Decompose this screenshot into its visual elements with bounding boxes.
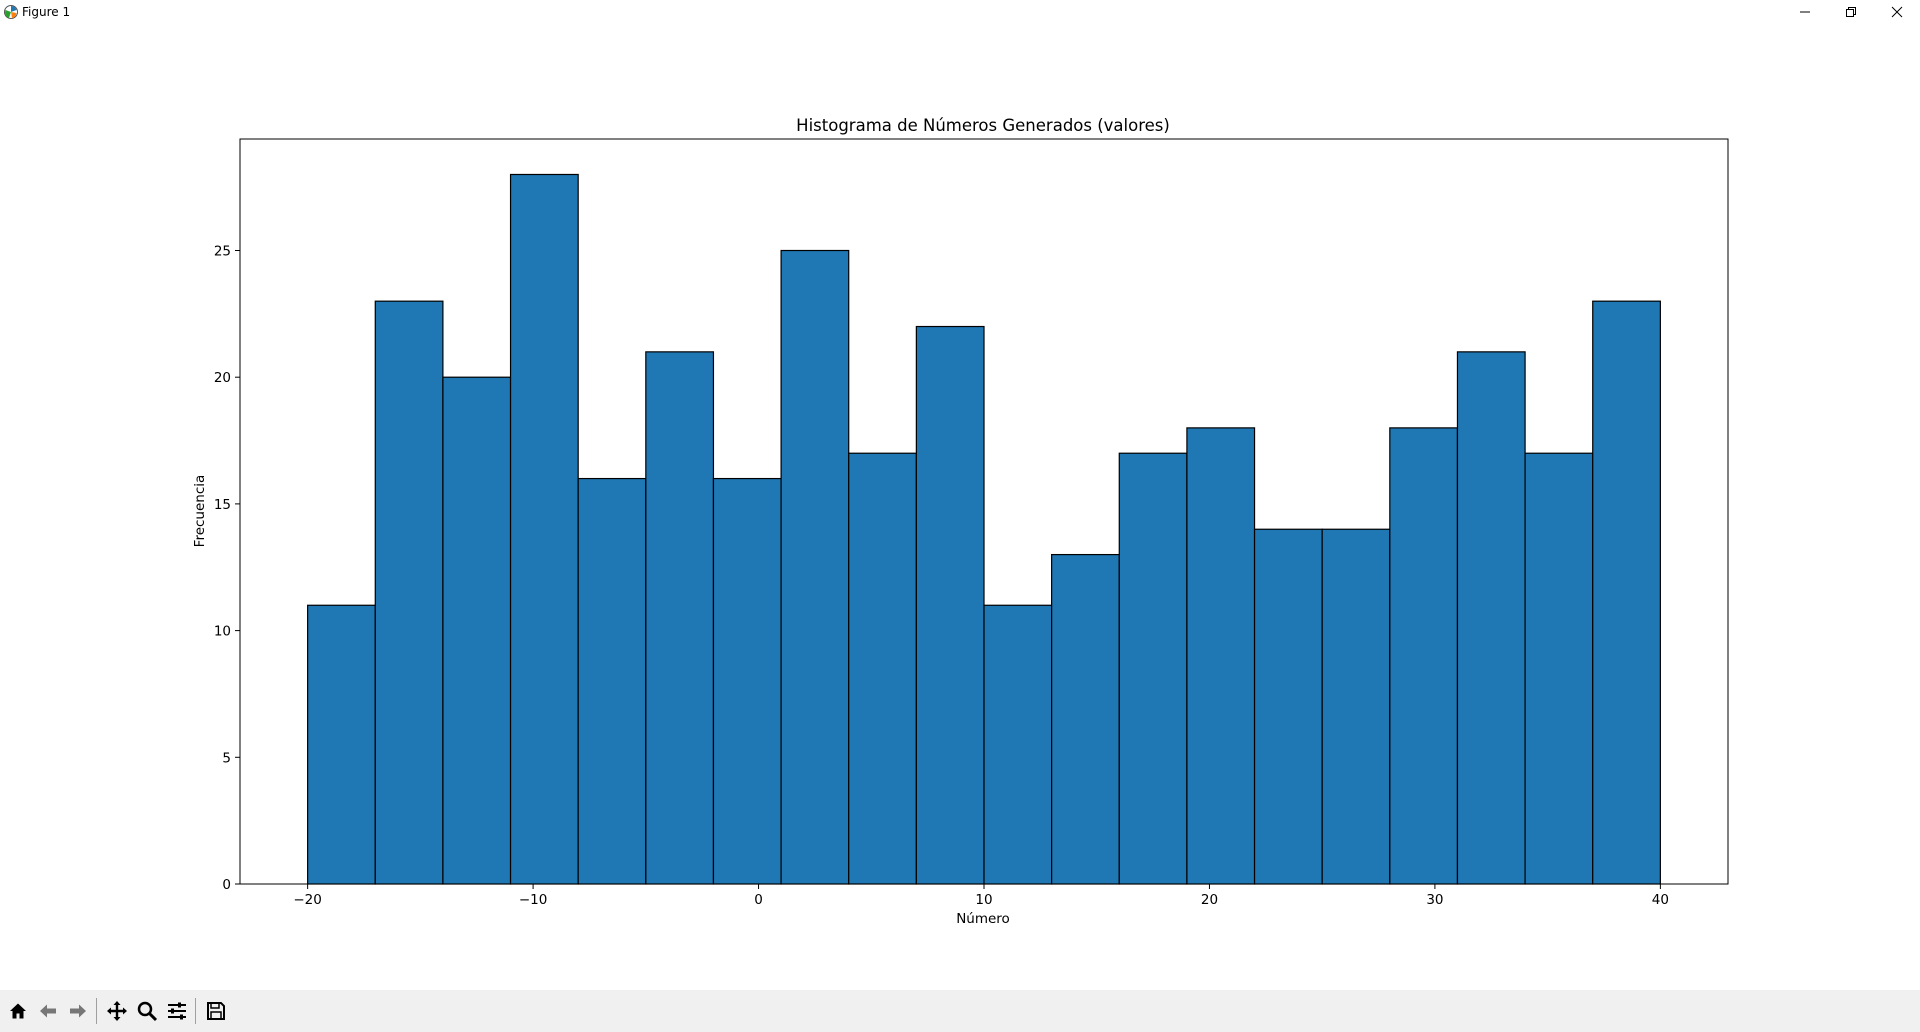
configure-icon xyxy=(168,1002,186,1020)
histogram-bar xyxy=(645,351,715,885)
bars-group xyxy=(307,173,1661,885)
close-icon xyxy=(1891,6,1903,17)
histogram-bar xyxy=(1592,300,1661,885)
histogram-bar xyxy=(509,173,579,885)
back-icon xyxy=(40,1004,56,1018)
window-titlebar: Figure 1 xyxy=(0,0,1920,23)
home-icon xyxy=(10,1003,26,1019)
forward-icon xyxy=(70,1004,86,1018)
minimize-icon xyxy=(1800,11,1810,12)
y-tick-label: 5 xyxy=(222,750,231,766)
matplotlib-icon xyxy=(3,4,19,20)
x-tick-label: 10 xyxy=(975,892,992,908)
minimize-button[interactable] xyxy=(1782,0,1828,23)
save-icon xyxy=(207,1002,225,1020)
x-tick-label: 20 xyxy=(1201,892,1218,908)
histogram-bar xyxy=(442,376,512,885)
y-tick-label: 15 xyxy=(214,497,231,513)
zoom-button[interactable] xyxy=(133,997,161,1025)
x-tick-label: 30 xyxy=(1426,892,1443,908)
chart-title: Histograma de Números Generados (valores… xyxy=(796,116,1170,135)
pan-icon xyxy=(107,1001,127,1021)
histogram-bar xyxy=(1321,528,1391,885)
histogram-bar xyxy=(1186,427,1256,885)
navigation-toolbar xyxy=(0,990,1920,1032)
forward-button[interactable] xyxy=(64,997,92,1025)
save-button[interactable] xyxy=(202,997,230,1025)
y-tick-label: 10 xyxy=(214,624,231,640)
histogram-bar xyxy=(374,300,444,885)
back-button[interactable] xyxy=(34,997,62,1025)
window-title: Figure 1 xyxy=(22,4,71,19)
configure-subplots-button[interactable] xyxy=(163,997,191,1025)
y-tick-label: 20 xyxy=(214,370,231,386)
y-axis-label: Frecuencia xyxy=(192,475,208,548)
histogram-bar xyxy=(1253,528,1323,885)
histogram-bar xyxy=(915,325,985,885)
x-tick-label: −20 xyxy=(293,892,322,908)
x-tick-label: 0 xyxy=(754,892,763,908)
restore-icon xyxy=(1846,6,1856,17)
histogram-bar xyxy=(1456,351,1526,885)
y-tick-label: 25 xyxy=(214,243,231,259)
y-axis-ticks: 0 5 10 15 20 25 xyxy=(214,243,240,893)
histogram-bar xyxy=(1051,553,1120,885)
restore-button[interactable] xyxy=(1828,0,1874,23)
histogram-bar xyxy=(577,477,647,885)
toolbar-separator xyxy=(195,998,196,1024)
home-button[interactable] xyxy=(4,997,32,1025)
close-button[interactable] xyxy=(1874,0,1920,23)
x-tick-label: −10 xyxy=(519,892,548,908)
histogram-bar xyxy=(1118,452,1188,885)
histogram-bar xyxy=(848,452,917,885)
x-axis-label: Número xyxy=(956,911,1010,927)
histogram-bar xyxy=(780,249,850,885)
window-controls xyxy=(1782,0,1920,23)
histogram-bar xyxy=(983,604,1053,885)
zoom-icon xyxy=(137,1001,158,1022)
x-axis-ticks: −20 −10 0 10 20 30 40 xyxy=(293,884,1669,908)
y-tick-label: 0 xyxy=(222,877,231,893)
histogram-bar xyxy=(1389,427,1459,885)
toolbar-separator xyxy=(96,998,97,1024)
x-tick-label: 40 xyxy=(1652,892,1669,908)
histogram-bar xyxy=(1524,452,1594,885)
histogram-bar xyxy=(307,604,376,885)
histogram-chart: Histograma de Números Generados (valores… xyxy=(192,116,1729,927)
histogram-bar xyxy=(712,477,782,885)
figure-canvas: Histograma de Números Generados (valores… xyxy=(0,23,1920,990)
pan-button[interactable] xyxy=(103,997,131,1025)
